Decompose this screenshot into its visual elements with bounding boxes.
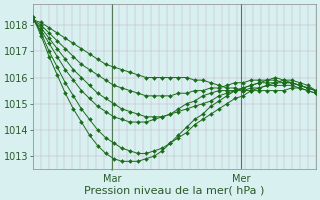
X-axis label: Pression niveau de la mer( hPa ): Pression niveau de la mer( hPa )	[84, 186, 265, 196]
Text: Mar: Mar	[103, 174, 121, 184]
Text: Mer: Mer	[232, 174, 250, 184]
